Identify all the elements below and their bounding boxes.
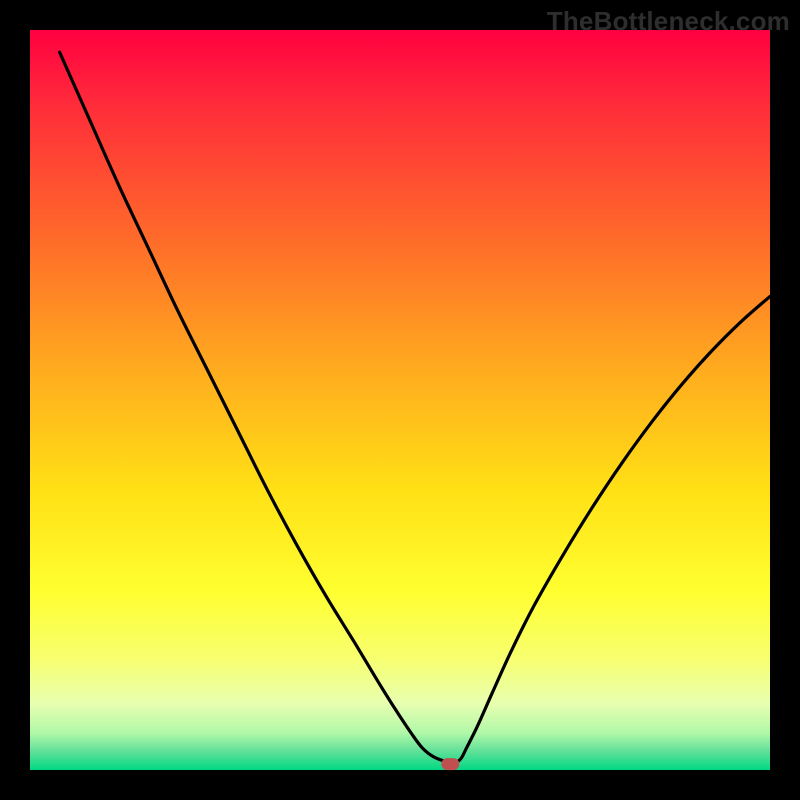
chart-stage: TheBottleneck.com (0, 0, 800, 800)
chart-plot-background (30, 30, 770, 770)
watermark-label: TheBottleneck.com (547, 6, 790, 37)
optimal-point-marker (441, 758, 459, 770)
bottleneck-chart (0, 0, 800, 800)
